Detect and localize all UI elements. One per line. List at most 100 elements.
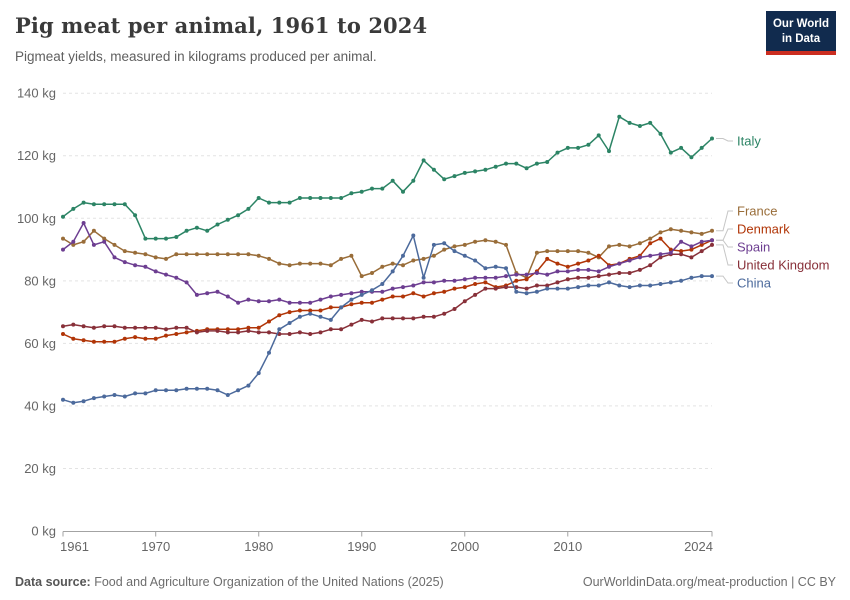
license-credit[interactable]: OurWorldinData.org/meat-production | CC … — [582, 575, 836, 589]
data-point-1966 — [112, 324, 117, 329]
data-point-1967 — [122, 260, 127, 265]
series-line[interactable] — [62, 234, 712, 404]
data-point-1985 — [308, 261, 313, 266]
data-point-1965 — [102, 339, 107, 344]
series-line[interactable] — [62, 228, 713, 279]
end-label-china[interactable]: China — [716, 276, 772, 291]
data-point-2011 — [576, 261, 581, 266]
data-point-1968 — [133, 335, 138, 340]
end-label-italy[interactable]: Italy — [716, 134, 761, 149]
data-source: Data source: Food and Agriculture Organi… — [15, 575, 444, 589]
data-point-1999 — [452, 286, 457, 291]
data-point-1967 — [122, 394, 127, 399]
end-label-united-kingdom[interactable]: United Kingdom — [716, 244, 830, 273]
data-point-2002 — [483, 286, 488, 291]
series-line[interactable] — [62, 244, 713, 335]
y-tick-label-20: 20 kg — [24, 461, 56, 476]
data-point-2012 — [586, 275, 591, 280]
data-point-1987 — [328, 327, 333, 332]
data-point-1989 — [349, 297, 354, 302]
data-point-1994 — [401, 263, 405, 268]
owid-logo[interactable]: Our World in Data — [765, 11, 836, 55]
data-point-1987 — [328, 305, 333, 310]
data-point-2001 — [473, 239, 478, 244]
data-point-1973 — [184, 280, 189, 285]
data-point-1964 — [91, 396, 96, 401]
data-point-1968 — [133, 325, 138, 330]
data-point-2017 — [637, 241, 642, 246]
series-label[interactable]: France — [737, 204, 777, 219]
data-point-1983 — [287, 263, 292, 268]
data-point-1993 — [390, 261, 395, 266]
series-france[interactable] — [61, 227, 714, 280]
data-point-2012 — [586, 258, 591, 263]
series-spain[interactable] — [61, 221, 714, 305]
data-point-2019 — [658, 252, 663, 257]
data-point-1998 — [442, 289, 447, 294]
data-point-2021 — [679, 278, 684, 283]
series-label[interactable]: Denmark — [737, 222, 790, 237]
data-point-1997 — [431, 253, 436, 258]
series-line[interactable] — [62, 222, 713, 304]
data-point-1976 — [215, 252, 220, 257]
data-point-1978 — [236, 252, 241, 257]
data-point-1971 — [164, 327, 168, 332]
data-point-2012 — [586, 267, 591, 272]
data-point-2001 — [473, 292, 478, 297]
data-point-1961 — [61, 236, 65, 241]
series-label[interactable]: China — [737, 276, 772, 291]
data-point-1998 — [442, 241, 447, 246]
data-point-2022 — [689, 244, 694, 249]
data-point-1961 — [61, 332, 65, 336]
data-point-1975 — [205, 386, 210, 391]
data-point-1982 — [277, 327, 282, 332]
series-label[interactable]: Italy — [737, 134, 761, 149]
series-united-kingdom[interactable] — [61, 242, 714, 336]
data-point-2004 — [504, 266, 508, 271]
data-point-2009 — [555, 261, 560, 266]
data-source-label: Data source: — [15, 575, 91, 589]
data-point-1981 — [267, 330, 271, 335]
data-point-2024 — [710, 238, 714, 243]
data-point-1996 — [421, 158, 426, 163]
y-tick-label-140: 140 kg — [17, 86, 56, 101]
data-point-2008 — [545, 249, 550, 254]
data-point-2007 — [534, 289, 539, 294]
end-label-spain[interactable]: Spain — [716, 240, 770, 255]
data-point-1966 — [112, 202, 117, 207]
series-line[interactable] — [62, 237, 713, 343]
data-point-1977 — [225, 252, 230, 257]
owid-logo-line2: in Data — [781, 32, 821, 45]
data-point-1971 — [164, 256, 168, 261]
data-point-2019 — [658, 230, 663, 235]
data-point-1969 — [143, 264, 148, 269]
data-point-1997 — [431, 167, 436, 172]
data-point-2019 — [658, 131, 663, 136]
data-point-2003 — [493, 239, 498, 244]
data-point-1996 — [421, 256, 426, 261]
data-point-2019 — [658, 282, 663, 286]
data-point-2018 — [648, 120, 653, 125]
data-point-1997 — [431, 280, 436, 285]
data-point-1963 — [81, 200, 86, 205]
data-point-1970 — [153, 325, 158, 330]
series-italy[interactable] — [61, 114, 714, 241]
data-point-1965 — [102, 394, 107, 399]
data-point-2003 — [493, 286, 498, 291]
data-point-1962 — [71, 242, 76, 247]
series-label[interactable]: Spain — [737, 240, 770, 255]
data-point-2020 — [668, 227, 673, 232]
data-point-1963 — [81, 399, 86, 404]
end-label-france[interactable]: France — [716, 204, 777, 232]
end-label-denmark[interactable]: Denmark — [716, 222, 790, 241]
series-label[interactable]: United Kingdom — [737, 258, 830, 273]
data-point-2008 — [545, 160, 550, 164]
data-point-1978 — [236, 327, 241, 332]
data-point-2011 — [576, 267, 581, 272]
series-line[interactable] — [62, 115, 713, 240]
data-point-1975 — [205, 291, 210, 296]
series-china[interactable] — [61, 233, 714, 405]
data-point-1997 — [431, 291, 436, 296]
data-point-1962 — [71, 206, 76, 211]
